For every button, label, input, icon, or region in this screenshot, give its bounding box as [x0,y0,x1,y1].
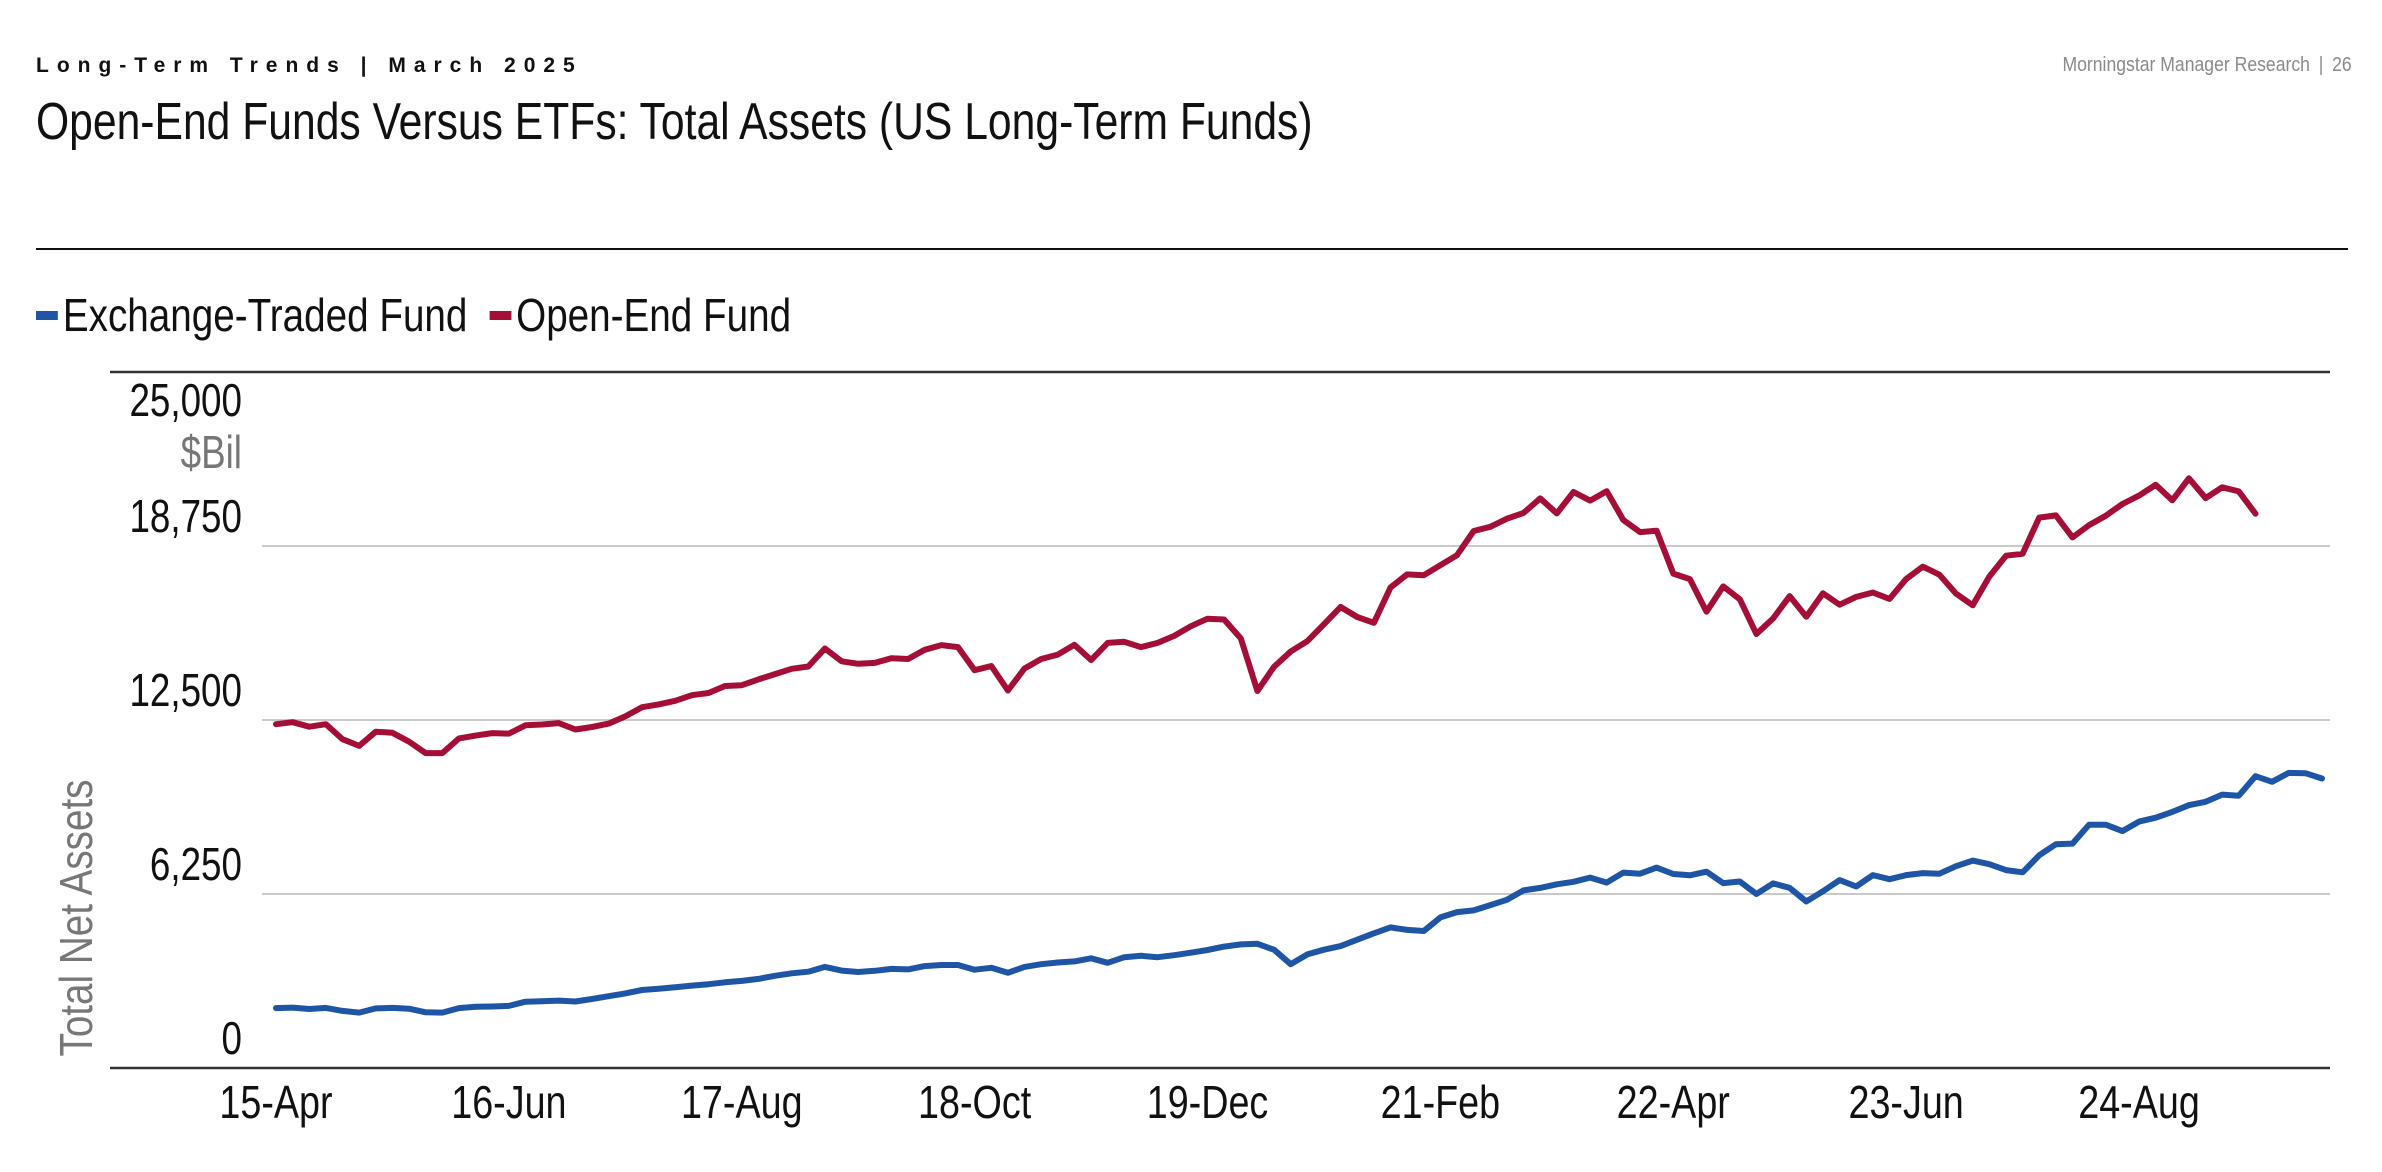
legend-label-open-end: Open-End Fund [516,289,792,341]
y-axis-title: Total Net Assets [51,780,102,1057]
grid-layer [110,370,2330,1070]
y-tick-label: 18,750 [129,490,242,542]
report-eyebrow: Long-Term Trends | March 2025 [36,54,583,77]
y-tick-label: 0 [222,1012,242,1064]
x-tick-label: 16-Jun [451,1076,566,1127]
y-tick-label: 12,500 [129,664,242,716]
title-divider [36,248,2348,250]
y-tick-label: 6,250 [150,838,242,890]
y-tick-label: 25,000 [129,374,242,426]
page-title: Open-End Funds Versus ETFs: Total Assets… [36,93,1313,151]
legend-swatch-open-end [489,310,512,320]
series-layer [273,475,2325,1016]
page-number: 26 [2332,54,2352,76]
x-tick-label: 17-Aug [681,1076,803,1127]
x-tick-label: 15-Apr [219,1076,332,1127]
source-label: Morningstar Manager Research [2062,54,2311,76]
x-tick-labels: 15-Apr 16-Jun 17-Aug 18-Oct 19-Dec 21-Feb 22-A… [219,1076,2199,1127]
x-tick-label: 23-Jun [1848,1076,1963,1127]
legend-item-open-end: Open-End Fund [489,288,791,342]
series-line-open-end [273,475,2259,757]
x-tick-label: 22-Apr [1617,1076,1730,1127]
y-tick-labels: 0 6,250 12,500 18,750 25,000 [129,374,242,1064]
x-tick-label: 18-Oct [918,1076,1031,1127]
chart-legend: Exchange-Traded Fund Open-End Fund [36,288,813,342]
source-separator: | [2319,54,2324,76]
legend-item-etf: Exchange-Traded Fund [36,288,467,342]
legend-swatch-etf [36,310,58,320]
x-tick-label: 24-Aug [2078,1076,2200,1127]
series-line-etf [273,769,2325,1016]
x-tick-label: 19-Dec [1147,1076,1269,1127]
y-unit-label: $Bil [181,426,242,478]
source-and-page: Morningstar Manager Research | 26 [2063,54,2352,77]
legend-label-etf: Exchange-Traded Fund [62,289,468,341]
x-tick-label: 21-Feb [1381,1076,1500,1127]
